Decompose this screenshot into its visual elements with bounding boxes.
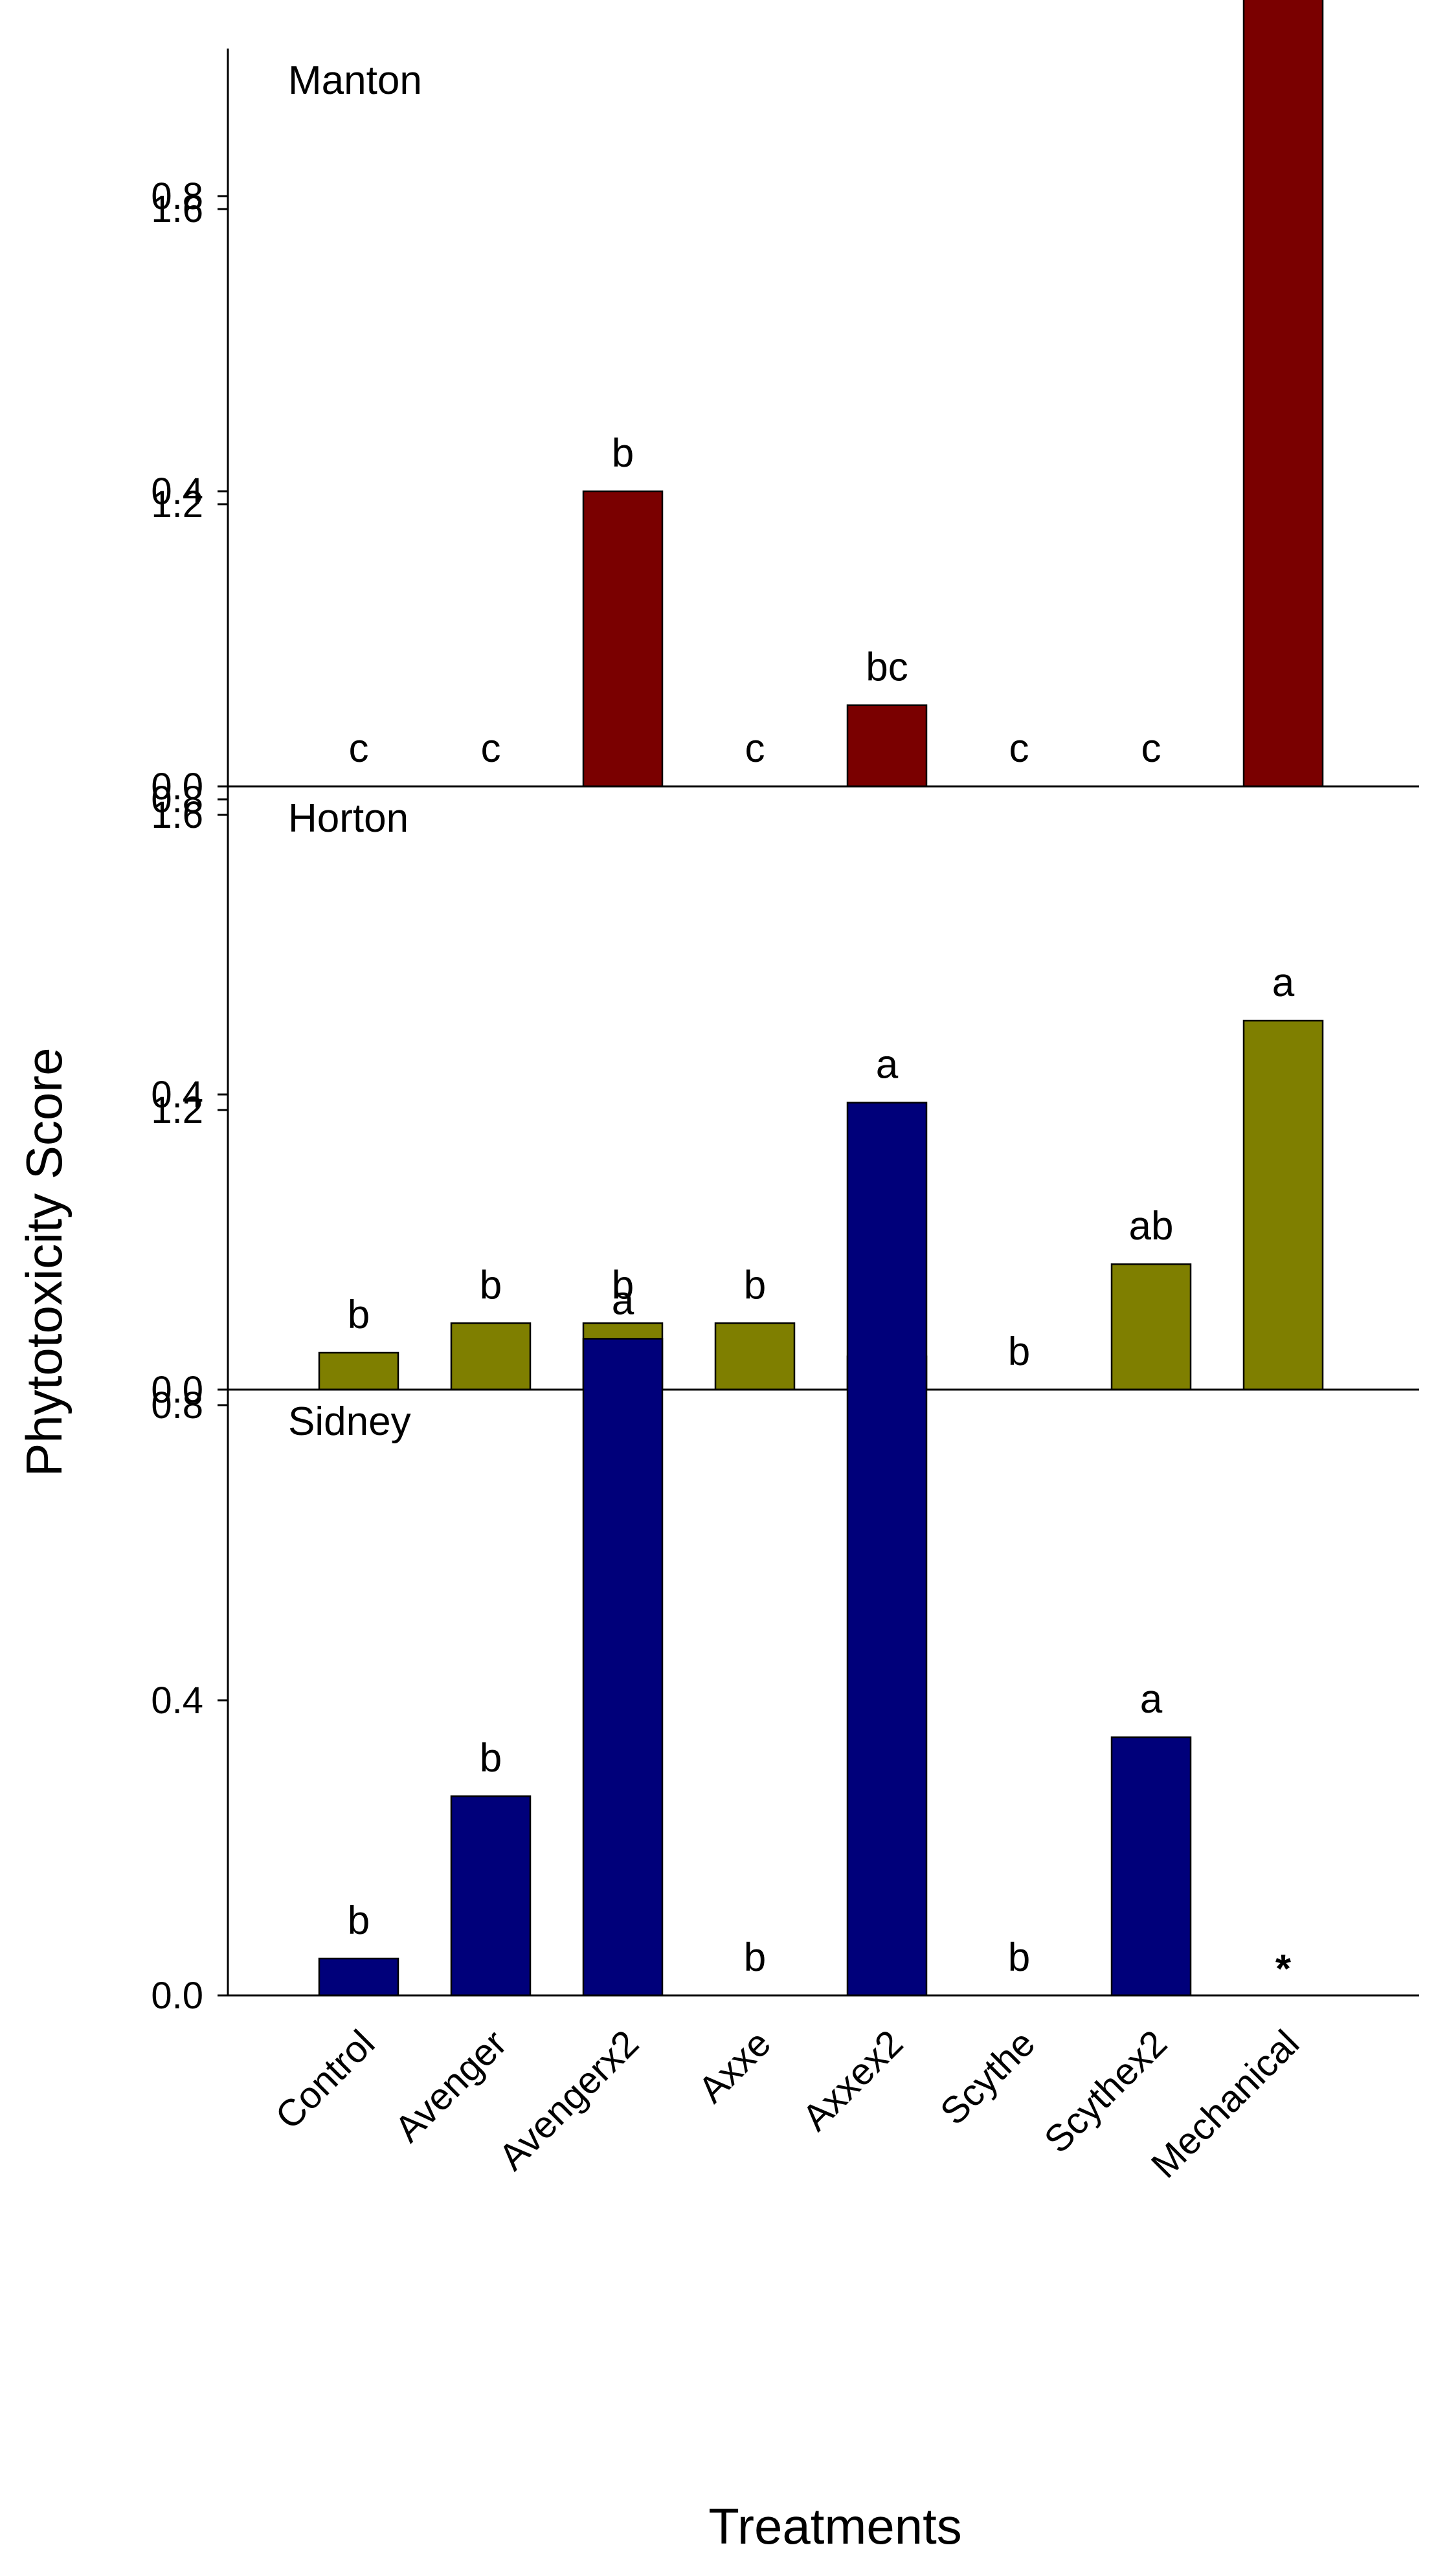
y-tick-label: 0.0 (151, 766, 203, 808)
panel-title: Sidney (288, 1399, 411, 1444)
significance-letter: a (1272, 960, 1295, 1005)
y-tick-label: 0.4 (151, 1680, 203, 1722)
bar-mechanical (1242, 1019, 1324, 1391)
y-tick-label: 0.0 (151, 1369, 203, 1411)
significance-letter: b (480, 1263, 502, 1307)
bar-axxe (714, 1322, 796, 1391)
panel-title: Horton (288, 796, 409, 841)
significance-letter: a (612, 1278, 634, 1323)
x-category-label: Avengerx2 (491, 2022, 647, 2178)
y-tick-label: 0.4 (151, 1074, 203, 1116)
significance-letter: bc (866, 645, 908, 690)
bar-avengerx2 (582, 1338, 664, 1997)
bar-control (318, 1957, 399, 1997)
significance-letter: b (348, 1293, 370, 1337)
x-category-label: Scythex2 (1037, 2022, 1176, 2161)
significance-letter: b (744, 1935, 766, 1980)
bar-avengerx2 (582, 490, 664, 788)
significance-letter: c (481, 726, 501, 771)
chart-panels: Manton0.00.40.81.21.62.0ccbcbcccaHorton0… (151, 0, 1419, 2186)
significance-letter: ab (1129, 1204, 1174, 1249)
y-axis-title: Phytotoxicity Score (16, 1047, 73, 1476)
y-tick-label: 1.2 (151, 1089, 203, 1131)
significance-letter: b (480, 1736, 502, 1781)
significance-letter: b (348, 1898, 370, 1943)
bar-avenger (450, 1795, 532, 1997)
bar-avenger (450, 1322, 532, 1391)
y-tick-label: 0.8 (151, 779, 203, 821)
x-category-label: Scythe (932, 2022, 1043, 2133)
x-category-label: Control (267, 2022, 383, 2137)
significance-letter: b (612, 431, 634, 476)
y-tick-label: 0.4 (151, 471, 203, 513)
x-category-label: Axxe (690, 2022, 779, 2111)
significance-letter: b (744, 1263, 766, 1307)
significance-letter: b (612, 1263, 634, 1307)
significance-letter: c (349, 726, 369, 771)
bar-control (318, 1351, 399, 1391)
bar-scythex2 (1110, 1736, 1192, 1997)
significance-letter: c (1009, 726, 1029, 771)
y-tick-label: 1.6 (151, 794, 203, 836)
y-tick-label: 0.8 (151, 1384, 203, 1427)
y-tick-label: 0.8 (151, 175, 203, 217)
y-tick-label: 1.2 (151, 483, 203, 526)
bar-mechanical (1242, 0, 1324, 788)
x-axis-title: Treatments (708, 2498, 962, 2555)
panel-horton: Horton 0.0 0.4 0.8 1.2 1.6 b b b b b b ab a (151, 188, 1419, 1411)
significance-letter: * (1275, 1947, 1292, 1992)
significance-letter: c (1141, 726, 1161, 771)
bar-axxex2 (846, 704, 928, 788)
significance-letter: b (1008, 1329, 1030, 1374)
significance-letter: a (876, 1043, 899, 1087)
bar-axxex2 (846, 1102, 928, 1997)
significance-letter: c (745, 726, 765, 771)
panel-title: Manton (288, 58, 422, 103)
significance-letter: b (1008, 1935, 1030, 1980)
x-category-label: Avenger (387, 2022, 515, 2150)
x-category-label: Axxex2 (794, 2022, 911, 2138)
bar-scythex2 (1110, 1263, 1192, 1391)
y-tick-label: 0.0 (151, 1975, 203, 2017)
y-tick-label: 1.6 (151, 188, 203, 230)
significance-letter: a (1140, 1677, 1163, 1722)
